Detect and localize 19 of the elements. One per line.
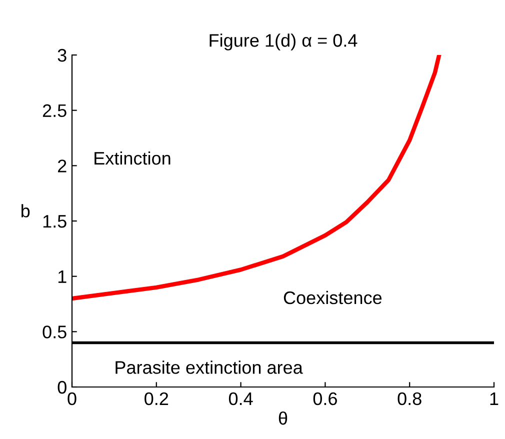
x-tick-label: 0.6	[313, 392, 337, 406]
annotation: Extinction	[94, 151, 170, 165]
x-tick-label: 0.8	[398, 392, 422, 406]
y-axis-title: b	[22, 204, 30, 218]
x-tick-label: 0.4	[228, 392, 253, 406]
x-tick-label: 0	[68, 392, 76, 406]
y-tick-label: 2	[58, 160, 66, 172]
y-tick-label: 3	[58, 48, 66, 62]
x-tick-label: 1	[490, 392, 498, 405]
chart-title: Figure 1(d) α = 0.4	[210, 34, 358, 50]
y-tick-label: 1	[58, 270, 66, 283]
x-axis-title: θ	[278, 411, 288, 425]
y-tick-label: 0.5	[42, 326, 66, 338]
y-tick-label: 2.5	[42, 104, 66, 118]
annotation: Parasite extinction area	[116, 360, 303, 374]
annotation: Coexistence	[284, 290, 382, 304]
x-tick-label: 0.2	[144, 392, 168, 406]
y-tick-label: 1.5	[43, 215, 66, 228]
y-tick-label: 0	[58, 380, 66, 394]
